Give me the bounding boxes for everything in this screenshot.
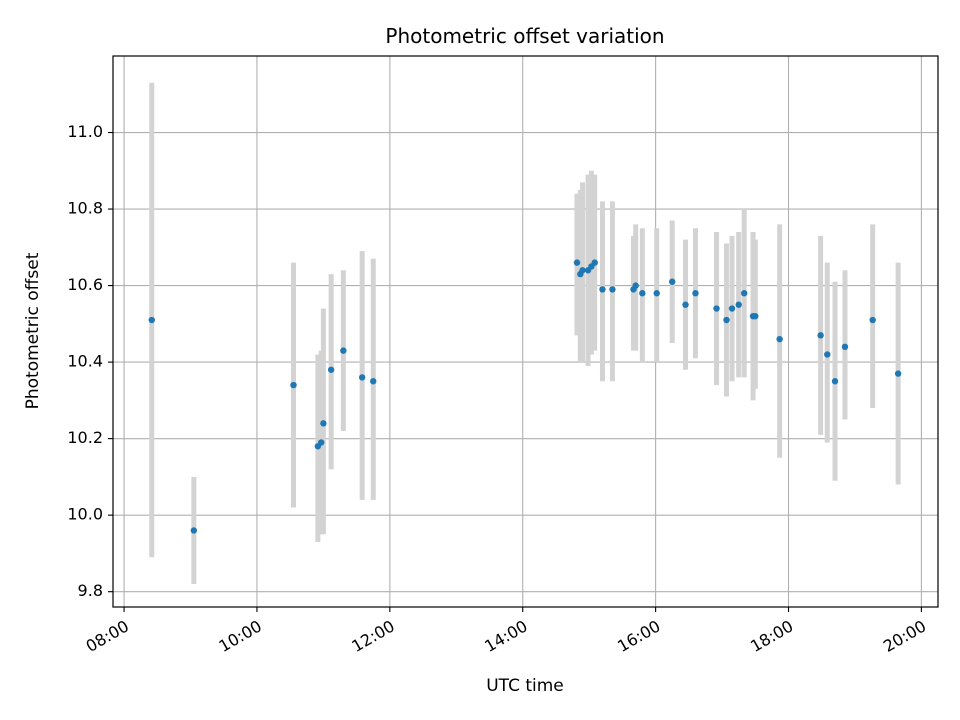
error-bars xyxy=(149,82,901,585)
data-point xyxy=(579,267,586,274)
y-tick-label: 10.6 xyxy=(67,275,103,294)
data-point xyxy=(639,290,646,297)
x-axis-title: UTC time xyxy=(486,676,564,696)
chart-title: Photometric offset variation xyxy=(385,24,664,48)
data-point xyxy=(869,316,876,324)
data-point xyxy=(841,343,849,351)
x-axis-ticks: 08:00 10:00 12:00 14:00 16:00 18:00 20:00 xyxy=(83,607,929,656)
data-point xyxy=(358,374,366,381)
data-point xyxy=(776,335,783,343)
y-tick-label: 10.8 xyxy=(67,199,103,218)
y-tick-label: 10.4 xyxy=(67,352,103,371)
x-tick-label: 20:00 xyxy=(880,616,929,656)
plot-frame xyxy=(112,55,939,608)
data-point xyxy=(817,332,824,339)
y-tick-label: 10.0 xyxy=(67,505,103,524)
data-point xyxy=(894,370,902,377)
data-point xyxy=(653,290,660,297)
data-point xyxy=(591,259,598,266)
data-point xyxy=(752,312,759,320)
y-axis-ticks: 9.8 10.0 10.2 10.4 10.6 10.8 11.0 xyxy=(67,122,113,600)
x-tick-label: 14:00 xyxy=(481,616,530,656)
data-point xyxy=(824,351,831,358)
x-tick-label: 10:00 xyxy=(216,616,265,656)
data-point xyxy=(290,381,297,389)
data-point xyxy=(741,290,748,297)
data-point xyxy=(320,420,327,427)
data-point xyxy=(713,305,720,312)
data-point xyxy=(148,316,155,324)
data-point xyxy=(573,259,581,266)
data-point xyxy=(728,305,736,312)
x-tick-label: 16:00 xyxy=(614,616,663,656)
y-tick-label: 11.0 xyxy=(67,122,103,141)
x-tick-label: 08:00 xyxy=(83,616,132,656)
data-point xyxy=(327,366,335,373)
x-tick-label: 18:00 xyxy=(747,616,796,656)
data-point xyxy=(735,301,742,308)
data-point xyxy=(609,286,616,293)
data-point xyxy=(831,378,839,385)
grid xyxy=(113,56,938,607)
x-tick-label: 12:00 xyxy=(348,616,397,656)
y-tick-label: 9.8 xyxy=(78,581,103,600)
data-point xyxy=(669,278,676,285)
data-point xyxy=(682,301,689,308)
data-point xyxy=(317,439,325,446)
data-point xyxy=(340,347,347,354)
data-point xyxy=(632,282,639,289)
data-point xyxy=(599,286,606,293)
data-point xyxy=(723,316,730,324)
data-point xyxy=(692,290,699,297)
y-axis-title: Photometric offset xyxy=(23,252,43,409)
data-points xyxy=(148,259,902,534)
y-tick-label: 10.2 xyxy=(67,428,103,447)
data-point xyxy=(190,527,198,534)
data-point xyxy=(370,378,377,385)
